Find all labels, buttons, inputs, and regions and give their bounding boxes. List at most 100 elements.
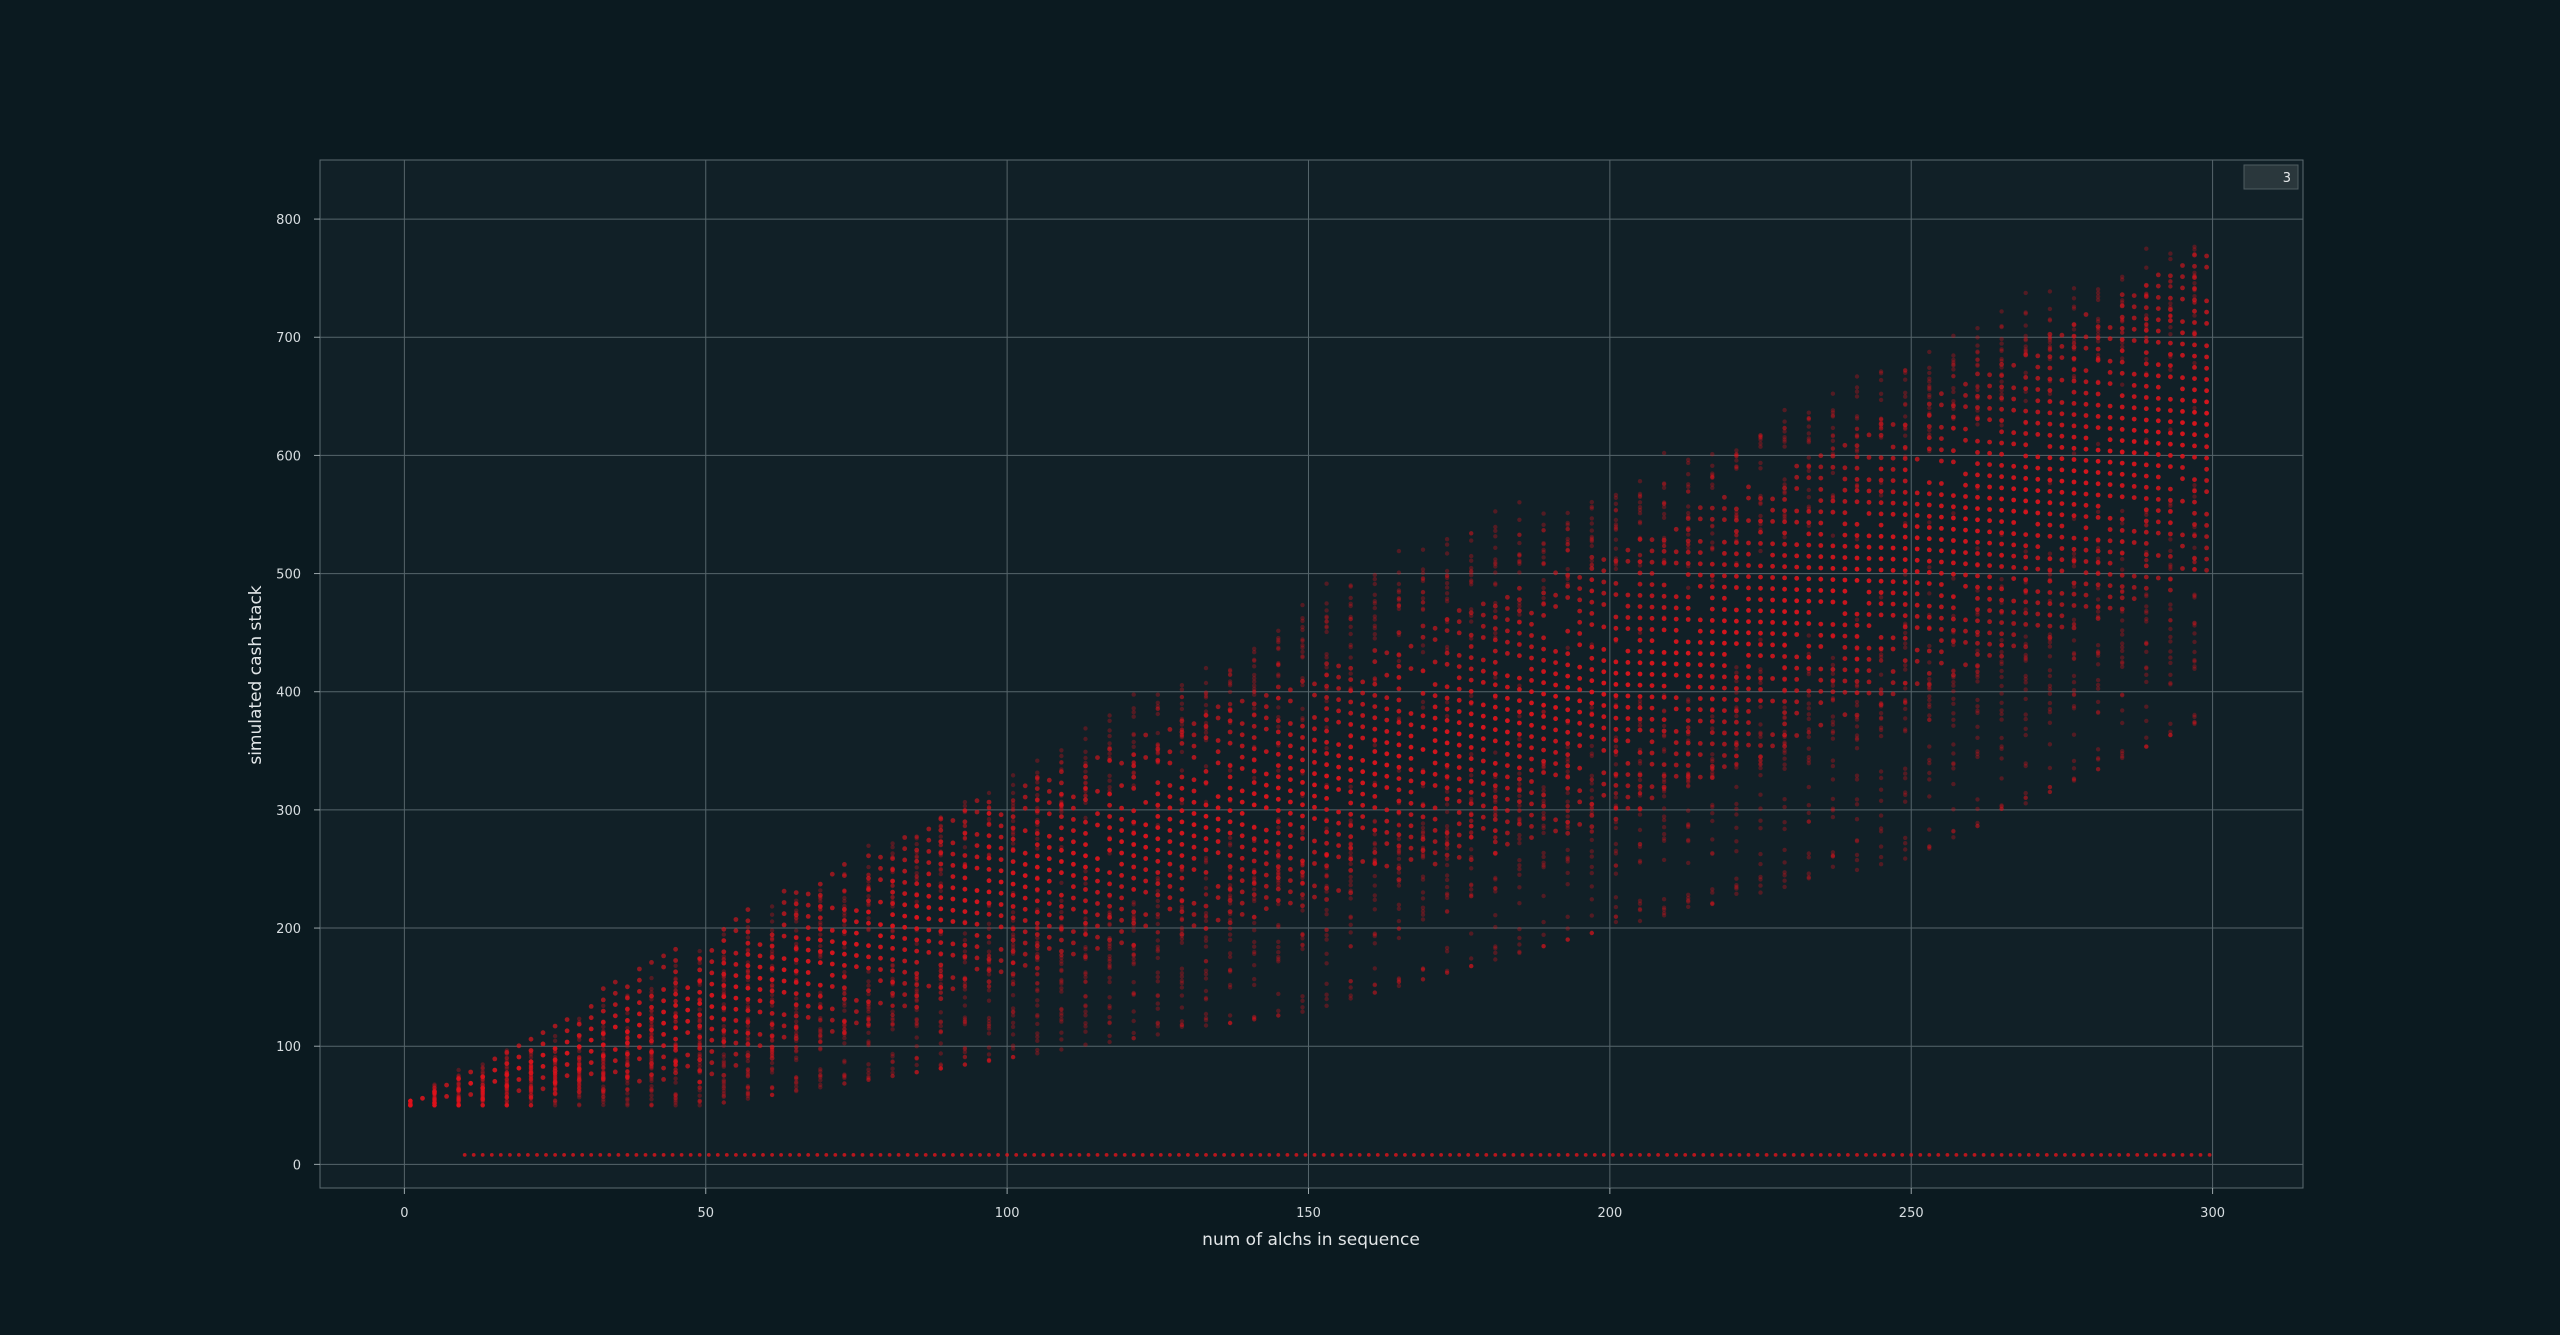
data-point	[2035, 600, 2041, 606]
data-point	[2155, 440, 2161, 446]
data-point	[1396, 716, 1402, 721]
data-point	[1637, 491, 1643, 497]
data-point	[408, 1098, 413, 1104]
data-point	[1710, 759, 1715, 764]
data-point	[1601, 568, 1607, 574]
data-point	[552, 1066, 558, 1071]
data-point	[1059, 760, 1064, 765]
data-point	[1975, 632, 1980, 638]
data-point	[1686, 772, 1691, 777]
data-point	[1746, 484, 1751, 490]
data-point	[2023, 532, 2029, 537]
data-point	[1710, 775, 1715, 780]
data-point	[1758, 541, 1763, 546]
data-point	[456, 1098, 461, 1103]
data-point	[1348, 856, 1353, 861]
data-point	[1830, 493, 1836, 498]
data-point	[1083, 797, 1088, 803]
data-point	[745, 925, 751, 930]
data-point	[1480, 803, 1486, 809]
data-point	[2023, 680, 2028, 685]
data-point	[1155, 706, 1161, 712]
data-point	[1999, 451, 2004, 457]
data-point	[1649, 615, 1655, 621]
data-point	[1251, 881, 1257, 886]
data-point	[1577, 597, 1583, 603]
data-point	[1709, 629, 1715, 634]
data-point	[794, 1075, 799, 1080]
data-point	[1577, 664, 1583, 670]
data-point	[2071, 340, 2077, 346]
data-point	[1203, 836, 1209, 842]
data-point	[2095, 380, 2101, 386]
data-point	[1505, 819, 1510, 825]
data-point	[890, 883, 895, 889]
data-point	[1999, 756, 2004, 761]
data-point	[1300, 676, 1305, 681]
data-point	[2168, 566, 2173, 572]
data-point	[1131, 770, 1136, 775]
data-point	[528, 1036, 534, 1042]
data-point	[1758, 527, 1763, 532]
data-point	[733, 1006, 739, 1012]
data-point	[878, 933, 883, 939]
data-point	[2023, 347, 2028, 352]
data-point	[769, 1092, 775, 1098]
data-point	[456, 1099, 461, 1104]
data-point	[1469, 779, 1474, 785]
data-point	[1782, 677, 1787, 683]
data-point	[1203, 713, 1209, 718]
data-point	[1963, 505, 1968, 511]
data-point	[1300, 643, 1305, 648]
data-point	[528, 1085, 534, 1090]
data-point	[986, 799, 992, 805]
data-point	[1818, 588, 1824, 593]
data-point	[1770, 631, 1775, 636]
data-point	[1625, 592, 1631, 598]
data-point	[1637, 682, 1643, 688]
data-point	[649, 1018, 654, 1024]
data-point	[2180, 352, 2185, 358]
data-point	[1324, 762, 1329, 768]
data-point	[1806, 810, 1812, 816]
data-point	[1456, 697, 1462, 703]
data-point	[697, 1042, 702, 1048]
data-point	[1975, 618, 1980, 624]
data-point	[444, 1082, 449, 1088]
data-point	[1107, 741, 1112, 746]
data-point	[1035, 817, 1040, 823]
data-point	[528, 1093, 534, 1098]
data-point	[1492, 603, 1498, 609]
data-point	[2180, 442, 2185, 448]
data-point	[1408, 643, 1414, 649]
data-point	[1818, 666, 1824, 672]
data-point	[1673, 549, 1679, 555]
data-point	[794, 960, 799, 965]
data-point	[1372, 990, 1378, 995]
data-point	[794, 919, 799, 924]
data-point	[2120, 589, 2125, 595]
data-point	[1469, 613, 1474, 618]
data-point	[1710, 578, 1715, 583]
data-point	[1951, 672, 1956, 678]
data-point	[528, 1074, 534, 1080]
data-point	[1203, 1011, 1209, 1017]
data-point	[2204, 309, 2210, 315]
data-point	[1806, 417, 1812, 422]
data-point	[1975, 663, 1980, 669]
data-point	[962, 875, 968, 881]
data-point	[1059, 836, 1064, 842]
data-point	[2204, 365, 2210, 371]
data-point	[1854, 690, 1860, 696]
data-point	[2143, 395, 2149, 400]
data-point	[1179, 978, 1185, 983]
data-point	[516, 1065, 522, 1071]
data-point	[1155, 898, 1161, 904]
data-point	[1348, 823, 1354, 828]
data-point	[2023, 310, 2028, 315]
data-point	[1625, 615, 1631, 620]
data-point	[1686, 484, 1691, 489]
data-point	[625, 1091, 630, 1096]
data-point	[2192, 252, 2197, 258]
data-point	[673, 946, 678, 952]
